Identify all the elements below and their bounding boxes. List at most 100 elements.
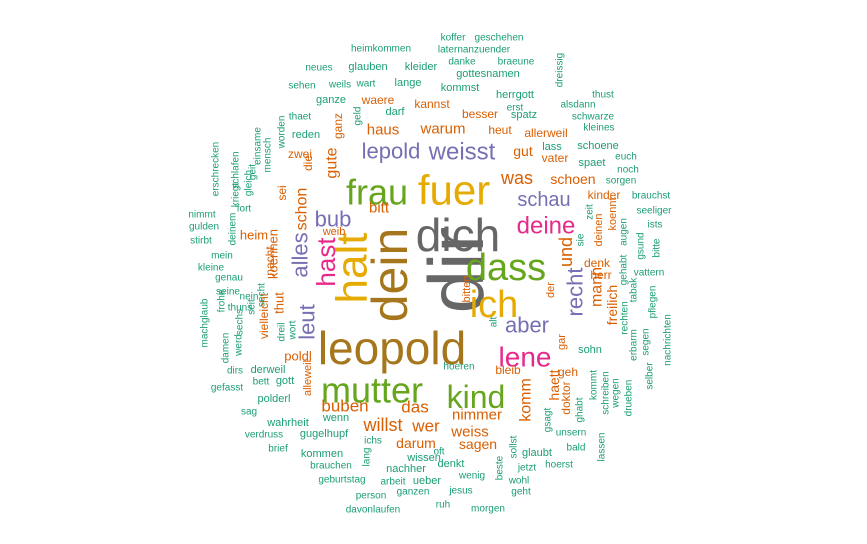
word-selber: selber bbox=[645, 362, 656, 390]
word-alsdann: alsdann bbox=[560, 100, 595, 111]
word-denkt: denkt bbox=[438, 458, 465, 470]
word-koennt: koennt bbox=[607, 197, 619, 230]
word-weib: weib bbox=[322, 226, 346, 238]
word-morgen: morgen bbox=[471, 504, 505, 515]
word-zwei: zwei bbox=[288, 147, 312, 161]
word-arbeit: arbeit bbox=[380, 477, 405, 488]
word-thust: thust bbox=[592, 90, 614, 101]
word-weiss: weiss bbox=[450, 424, 489, 441]
word-davonlaufen: davonlaufen bbox=[346, 505, 401, 516]
word-kommst: kommst bbox=[441, 82, 480, 94]
word-schlafen: schlafen bbox=[231, 151, 242, 188]
word-komm: komm bbox=[518, 378, 535, 422]
word-dich: dich bbox=[416, 209, 500, 261]
word-noch: noch bbox=[617, 165, 639, 176]
word-mein: mein bbox=[211, 251, 233, 262]
word-rechten: rechten bbox=[620, 301, 631, 334]
word-wahrheit: wahrheit bbox=[266, 417, 309, 429]
word-poldl: poldl bbox=[284, 349, 312, 364]
word-laternanzuender: laternanzuender bbox=[438, 45, 511, 56]
word-haus: haus bbox=[367, 122, 400, 139]
word-wart: wart bbox=[356, 79, 376, 90]
word-freilich: freilich bbox=[604, 285, 620, 325]
word-wegen: wegen bbox=[611, 378, 622, 408]
word-die: die bbox=[301, 155, 315, 171]
word-thut: thut bbox=[272, 292, 287, 314]
word-werd: werd bbox=[234, 334, 245, 357]
word-segen: segen bbox=[641, 328, 652, 355]
word-gugelhupf: gugelhupf bbox=[300, 428, 349, 440]
word-ueber: ueber bbox=[413, 475, 441, 487]
word-sehen: sehen bbox=[288, 81, 315, 92]
word-kommen: kommen bbox=[301, 448, 343, 460]
word-erschrecken: erschrecken bbox=[211, 142, 222, 196]
word-genau: genau bbox=[215, 273, 243, 284]
word-kind: kind bbox=[447, 379, 506, 415]
word-gut: gut bbox=[513, 143, 533, 159]
word-wohl: wohl bbox=[508, 476, 530, 487]
word-was: was bbox=[500, 168, 533, 188]
word-gsagt: gsagt bbox=[543, 408, 554, 433]
word-allerweil: allerweil bbox=[524, 126, 567, 140]
word-sorgen: sorgen bbox=[606, 176, 637, 187]
word-brauchst: brauchst bbox=[632, 191, 671, 202]
word-seine: seine bbox=[216, 287, 240, 298]
word-oft: oft bbox=[433, 447, 444, 458]
word-heut: heut bbox=[488, 123, 512, 137]
word-gott: gott bbox=[276, 375, 294, 387]
word-leut: leut bbox=[295, 304, 320, 339]
word-ganze: ganze bbox=[316, 94, 346, 106]
word-schau: schau bbox=[517, 189, 570, 211]
word-ich: ich bbox=[470, 284, 519, 326]
word-besser: besser bbox=[462, 107, 498, 121]
word-wort: wort bbox=[288, 320, 299, 340]
word-wenig: wenig bbox=[458, 471, 485, 482]
word-leopold: leopold bbox=[318, 322, 466, 374]
word-mann: mann bbox=[589, 267, 606, 307]
word-vielleicht: vielleicht bbox=[257, 292, 271, 339]
word-kleine: kleine bbox=[198, 263, 225, 274]
word-deinen: deinen bbox=[593, 213, 605, 246]
word-wissen: wissen bbox=[406, 452, 441, 464]
word-nein: nein bbox=[240, 292, 259, 303]
word-dreissig: dreissig bbox=[555, 53, 566, 87]
word-sollst: sollst bbox=[509, 435, 520, 458]
word-nachher: nachher bbox=[386, 463, 426, 475]
word-geht: geht bbox=[511, 487, 531, 498]
word-dein: dein bbox=[362, 228, 418, 323]
word-sag: sag bbox=[241, 407, 257, 418]
word-schreiben: schreiben bbox=[601, 371, 612, 414]
word-nimmer: nimmer bbox=[452, 407, 502, 424]
word-wer: wer bbox=[411, 417, 440, 436]
word-reden: reden bbox=[292, 129, 320, 141]
word-secht: secht bbox=[257, 283, 268, 307]
word-tabak: tabak bbox=[629, 277, 640, 302]
word-bleib: bleib bbox=[495, 363, 521, 377]
word-haett: haett bbox=[546, 369, 562, 400]
word-darum: darum bbox=[396, 435, 436, 451]
word-geschehen: geschehen bbox=[475, 33, 524, 44]
word-der: der bbox=[545, 282, 557, 298]
word-sagen: sagen bbox=[459, 436, 497, 452]
word-gehabt: gehabt bbox=[619, 254, 630, 285]
word-thuns: thuns bbox=[228, 303, 252, 314]
word-bitte: bitte bbox=[652, 238, 663, 257]
word-kriegt: kriegt bbox=[231, 183, 242, 208]
word-das: das bbox=[401, 398, 428, 417]
word-dirs: dirs bbox=[227, 366, 243, 377]
word-aber: aber bbox=[505, 313, 549, 338]
word-lassen: lassen bbox=[597, 433, 608, 462]
word-darf: darf bbox=[386, 106, 406, 118]
word-pflegen: pflegen bbox=[648, 286, 659, 319]
word-spatz: spatz bbox=[511, 109, 537, 121]
word-recht: recht bbox=[563, 268, 588, 317]
word-nachrichten: nachrichten bbox=[663, 314, 674, 366]
word-erbarm: erbarm bbox=[629, 329, 640, 361]
word-bald: bald bbox=[567, 443, 586, 454]
word-dreil: dreil bbox=[277, 323, 288, 342]
word-verdruss: verdruss bbox=[245, 430, 283, 441]
word-seit: seit bbox=[247, 299, 258, 315]
word-ganzen: ganzen bbox=[397, 487, 430, 498]
word-koffer: koffer bbox=[441, 33, 466, 44]
